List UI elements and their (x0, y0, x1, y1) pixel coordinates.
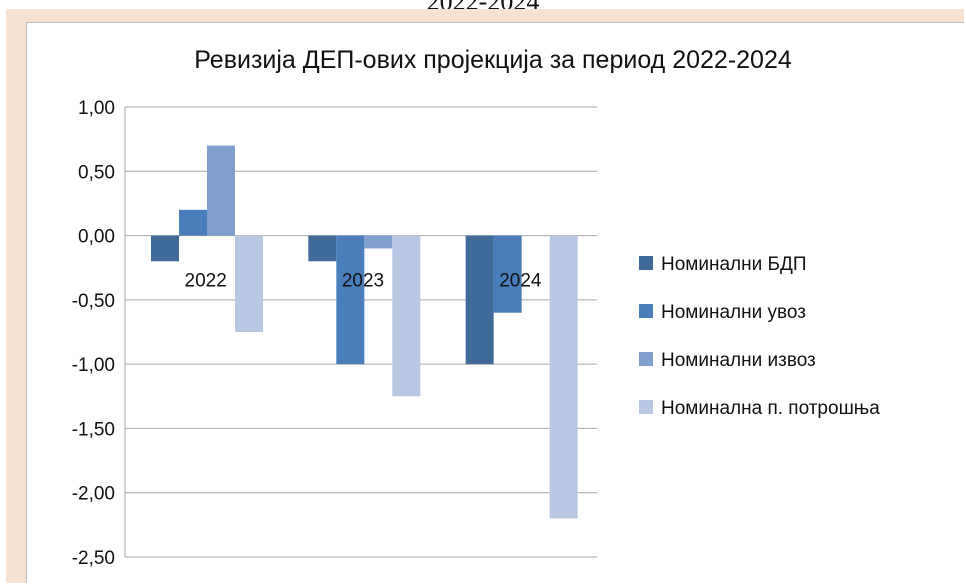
legend-label: Номинални БДП (661, 254, 807, 275)
bar-2024-series-2 (493, 235, 522, 313)
bar-2023-series-1 (308, 235, 337, 262)
legend-label: Номинални увоз (661, 302, 806, 323)
bar-2022-series-1 (151, 235, 179, 262)
chart-svg: Ревизија ДЕП-ових пројекција за период 2… (72, 46, 881, 569)
y-tick-label: -1,00 (72, 355, 115, 376)
bar-2022-series-2 (179, 209, 207, 236)
x-axis-category-labels: 2022 2023 2024 (185, 271, 542, 292)
y-tick-label: -0,50 (72, 291, 115, 312)
legend-label: Номинална п. потрошња (661, 398, 880, 419)
bar-2024-series-1 (465, 235, 494, 365)
bar-2022-series-3 (207, 145, 235, 236)
y-tick-label: 0,50 (78, 162, 115, 183)
legend-swatch (639, 256, 653, 270)
bar-2023-series-4 (392, 235, 421, 397)
y-tick-label: 0,00 (78, 227, 115, 248)
bar-2024-series-4 (549, 235, 578, 519)
bar-2023-series-2 (336, 235, 365, 365)
y-axis-tick-labels: 1,00 0,50 0,00 -0,50 -1,00 -1,50 -2,00 -2,50 (72, 98, 115, 569)
legend-swatch (639, 400, 653, 414)
chart-title: Ревизија ДЕП-ових пројекција за период 2… (194, 46, 792, 74)
bar-layer (151, 145, 578, 519)
legend: Номинални БДП Номинални увоз Номинални изв… (639, 254, 880, 419)
legend-label: Номинални извоз (661, 350, 816, 371)
y-tick-label: 1,00 (78, 98, 115, 119)
x-category-label: 2024 (499, 271, 542, 292)
bar-2023-series-3 (364, 235, 393, 249)
x-category-label: 2022 (185, 271, 227, 292)
y-tick-label: -2,50 (72, 548, 115, 569)
bar-2022-series-4 (235, 235, 263, 332)
y-tick-label: -2,00 (72, 484, 115, 505)
x-category-label: 2023 (342, 271, 384, 292)
legend-swatch (639, 352, 653, 366)
legend-swatch (639, 304, 653, 318)
y-tick-label: -1,50 (72, 419, 115, 440)
chart-area: Ревизија ДЕП-ових пројекција за период 2… (26, 22, 964, 583)
